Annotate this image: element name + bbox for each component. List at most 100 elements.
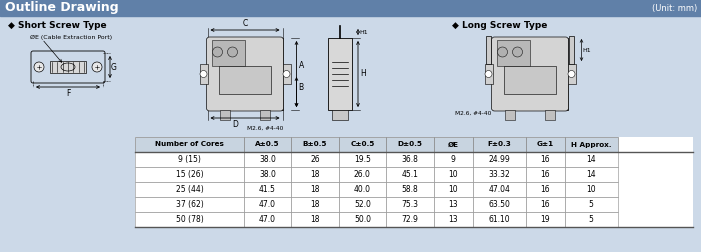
Circle shape <box>512 47 522 57</box>
Text: 75.3: 75.3 <box>401 200 418 209</box>
Bar <box>244 152 291 167</box>
Bar <box>135 197 244 212</box>
Text: Outline Drawing: Outline Drawing <box>5 2 118 15</box>
Text: 16: 16 <box>540 155 550 164</box>
Text: 47.0: 47.0 <box>259 215 276 224</box>
Text: ◆ Long Screw Type: ◆ Long Screw Type <box>452 21 547 30</box>
Text: 16: 16 <box>540 170 550 179</box>
Text: D±0.5: D±0.5 <box>397 142 422 147</box>
Bar <box>565 197 618 212</box>
Text: ◆ Short Screw Type: ◆ Short Screw Type <box>8 21 107 30</box>
Text: C±0.5: C±0.5 <box>350 142 374 147</box>
Bar <box>433 152 472 167</box>
Bar <box>207 38 283 110</box>
Circle shape <box>228 47 238 57</box>
Bar <box>545 110 555 120</box>
Bar <box>496 40 530 66</box>
Text: 37 (62): 37 (62) <box>175 200 203 209</box>
Text: 58.8: 58.8 <box>402 185 418 194</box>
Bar <box>50 61 86 73</box>
Text: 18: 18 <box>311 170 320 179</box>
Text: 25 (44): 25 (44) <box>175 185 203 194</box>
Bar <box>565 137 618 152</box>
Text: 16: 16 <box>540 200 550 209</box>
Text: 14: 14 <box>586 155 596 164</box>
Circle shape <box>212 47 222 57</box>
Bar <box>472 137 526 152</box>
Bar <box>328 38 352 110</box>
Text: F±0.3: F±0.3 <box>487 142 511 147</box>
Text: 24.99: 24.99 <box>488 155 510 164</box>
Text: 14: 14 <box>586 170 596 179</box>
Text: 10: 10 <box>586 185 596 194</box>
Circle shape <box>283 71 290 78</box>
Text: M2.6, #4-40: M2.6, #4-40 <box>247 125 283 131</box>
Text: B±0.5: B±0.5 <box>303 142 327 147</box>
Text: 33.32: 33.32 <box>488 170 510 179</box>
Bar <box>283 64 290 84</box>
Bar <box>386 182 433 197</box>
Bar <box>135 137 693 227</box>
Text: Number of Cores: Number of Cores <box>155 142 224 147</box>
Text: 47.0: 47.0 <box>259 200 276 209</box>
Text: H1: H1 <box>359 29 367 35</box>
Bar <box>433 167 472 182</box>
Bar <box>526 167 565 182</box>
Bar <box>291 137 339 152</box>
Bar <box>220 110 230 120</box>
Text: 36.8: 36.8 <box>402 155 418 164</box>
Bar <box>0 0 701 16</box>
Text: 72.9: 72.9 <box>402 215 418 224</box>
Text: 45.1: 45.1 <box>402 170 418 179</box>
Text: 16: 16 <box>540 185 550 194</box>
Bar <box>212 40 245 66</box>
Text: D: D <box>232 120 238 129</box>
Text: (Unit: mm): (Unit: mm) <box>652 4 697 13</box>
Text: 9: 9 <box>451 155 456 164</box>
Bar <box>200 64 207 84</box>
Text: 52.0: 52.0 <box>354 200 371 209</box>
Bar <box>433 212 472 227</box>
Text: 18: 18 <box>311 200 320 209</box>
Bar <box>135 212 244 227</box>
Bar <box>493 38 568 110</box>
Bar <box>526 182 565 197</box>
Text: M2.6, #4-40: M2.6, #4-40 <box>455 110 491 115</box>
Bar <box>565 182 618 197</box>
Bar <box>565 152 618 167</box>
Bar <box>339 167 386 182</box>
Text: 40.0: 40.0 <box>354 185 371 194</box>
Bar <box>472 167 526 182</box>
Text: 10: 10 <box>448 170 458 179</box>
Bar <box>291 167 339 182</box>
Bar <box>339 182 386 197</box>
Bar <box>386 212 433 227</box>
Bar <box>244 167 291 182</box>
Bar <box>472 197 526 212</box>
Text: C: C <box>243 19 247 28</box>
Bar <box>569 36 574 64</box>
Text: 41.5: 41.5 <box>259 185 276 194</box>
Bar <box>484 64 493 84</box>
Bar <box>260 110 270 120</box>
Circle shape <box>92 62 102 72</box>
Bar <box>433 137 472 152</box>
Bar <box>526 212 565 227</box>
Text: B: B <box>299 83 304 92</box>
Text: 5: 5 <box>589 215 594 224</box>
Text: 50 (78): 50 (78) <box>175 215 203 224</box>
Text: 19.5: 19.5 <box>354 155 371 164</box>
Text: 26: 26 <box>310 155 320 164</box>
Text: ØE (Cable Extraction Port): ØE (Cable Extraction Port) <box>30 35 112 40</box>
Text: ØE: ØE <box>447 142 458 147</box>
FancyBboxPatch shape <box>207 37 283 111</box>
Bar <box>244 137 291 152</box>
Bar <box>291 152 339 167</box>
Bar <box>565 212 618 227</box>
Text: A: A <box>299 61 304 71</box>
Bar <box>219 66 271 94</box>
Circle shape <box>498 47 508 57</box>
Bar <box>339 197 386 212</box>
Bar <box>472 152 526 167</box>
Text: 10: 10 <box>448 185 458 194</box>
